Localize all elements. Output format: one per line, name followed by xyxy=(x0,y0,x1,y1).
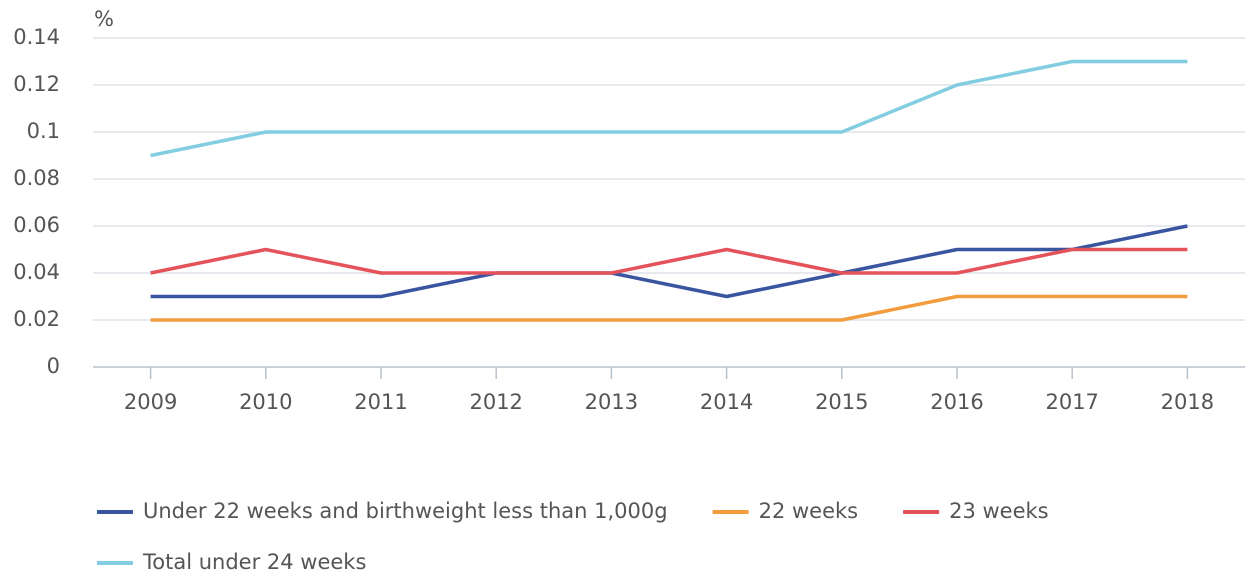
x-tick-label: 2014 xyxy=(700,390,753,414)
legend-label: 22 weeks xyxy=(759,499,859,523)
y-tick-label: 0.1 xyxy=(27,119,60,143)
x-tick-label: 2011 xyxy=(354,390,407,414)
legend-label: 23 weeks xyxy=(949,499,1049,523)
y-tick-label: 0.04 xyxy=(13,260,60,284)
legend-label: Under 22 weeks and birthweight less than… xyxy=(143,499,668,523)
x-tick-label: 2017 xyxy=(1045,390,1098,414)
y-tick-label: 0.02 xyxy=(13,307,60,331)
y-tick-label: 0.12 xyxy=(13,72,60,96)
x-tick-label: 2012 xyxy=(469,390,522,414)
x-tick-label: 2018 xyxy=(1161,390,1214,414)
y-tick-label: 0 xyxy=(47,354,60,378)
line-series xyxy=(150,247,1188,275)
x-tick-label: 2013 xyxy=(585,390,638,414)
x-tick-label: 2009 xyxy=(124,390,177,414)
y-tick-label: 0.06 xyxy=(13,213,60,237)
x-tick-label: 2015 xyxy=(815,390,868,414)
x-tick-label: 2010 xyxy=(239,390,292,414)
line-series xyxy=(150,224,1188,299)
legend-label: Total under 24 weeks xyxy=(142,550,366,574)
line-series xyxy=(150,294,1188,322)
x-tick-label: 2016 xyxy=(930,390,983,414)
y-tick-label: 0.08 xyxy=(13,166,60,190)
y-tick-label: 0.14 xyxy=(13,25,60,49)
line-series xyxy=(150,59,1188,158)
y-axis-label: % xyxy=(94,7,114,31)
